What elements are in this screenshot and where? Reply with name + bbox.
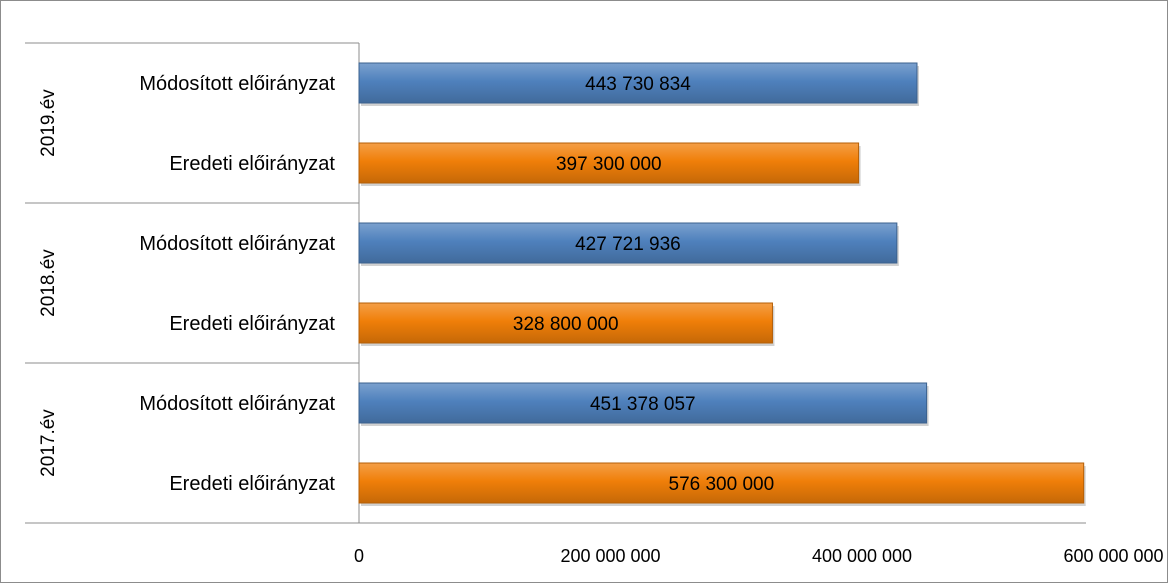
data-label: 427 721 936 [575, 234, 681, 255]
tick-label: 600 000 000 [1063, 546, 1163, 566]
category-label: Eredeti előirányzat [169, 153, 335, 175]
data-label: 397 300 000 [556, 154, 662, 175]
data-label: 451 378 057 [590, 394, 696, 415]
category-label: Módosított előirányzat [139, 393, 335, 415]
group-label: 2017.év [38, 409, 59, 477]
category-label: Módosított előirányzat [139, 73, 335, 95]
category-label: Eredeti előirányzat [169, 473, 335, 495]
bar [358, 462, 1085, 504]
tick-label: 400 000 000 [812, 546, 912, 566]
tick-label: 0 [354, 546, 364, 566]
bar [358, 382, 928, 424]
bar [358, 222, 898, 264]
data-label: 443 730 834 [585, 74, 691, 95]
bar [358, 302, 773, 344]
tick-label: 200 000 000 [560, 546, 660, 566]
data-label: 328 800 000 [513, 314, 619, 335]
bar [358, 142, 860, 184]
group-label: 2019.év [38, 89, 59, 157]
group-label: 2018.év [38, 249, 59, 317]
data-label: 576 300 000 [669, 474, 775, 495]
bar [358, 62, 918, 104]
category-label: Módosított előirányzat [139, 233, 335, 255]
category-label: Eredeti előirányzat [169, 313, 335, 335]
